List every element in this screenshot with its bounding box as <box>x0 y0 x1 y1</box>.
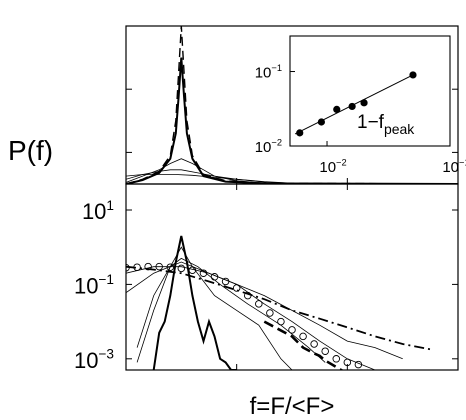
panel-a-series-4-line <box>126 174 458 184</box>
inset: 10−210−110−210−11−fpeak <box>255 35 466 176</box>
inset-x-label-subscript: peak <box>384 121 415 137</box>
inset-data-point <box>348 102 356 111</box>
panel-b-series-7-point <box>155 262 163 271</box>
panel-b-y-tick-label-exponent: −1 <box>98 272 114 287</box>
panel-b-series-1-line <box>136 246 293 370</box>
inset-x-tick-label-exponent: −2 <box>336 158 347 168</box>
panel-b-y-tick-label-base: 10 <box>74 273 98 298</box>
inset-x-label: 1−fpeak <box>357 112 415 137</box>
panel-b-series-7-point <box>232 284 241 292</box>
panel-b-series-7-point <box>166 263 175 271</box>
panel-b-series-7-point <box>199 269 208 277</box>
panel-b-series-7-point <box>133 263 141 271</box>
panel-b-series-7-point <box>266 309 274 317</box>
inset-x-tick-label: 10−1 <box>442 158 466 176</box>
inset-y-tick-label-exponent: −1 <box>271 63 282 73</box>
panel-a-series-1-line <box>126 57 458 184</box>
panel-b-series-6-line <box>263 320 344 370</box>
panel-b-series-7-point <box>277 317 285 326</box>
inset-frame <box>289 35 451 147</box>
panel-a-series-3-line <box>126 169 458 184</box>
panel-b-series-7-point <box>321 347 329 355</box>
panel-b-series-7-point <box>144 262 152 271</box>
inset-y-tick-label: 10−1 <box>255 63 282 81</box>
inset-data-point <box>333 105 341 114</box>
panel-b-y-tick-label: 10−3 <box>74 347 114 373</box>
panel-b-series-7-point <box>354 360 363 369</box>
panel-b-series-7-point <box>310 340 318 348</box>
panel-b-frame <box>125 183 459 371</box>
y-axis-label: P(f) <box>8 135 53 166</box>
panel-b-y-tick-label-base: 10 <box>82 199 106 224</box>
inset-data-point <box>296 129 304 137</box>
inset-data-point <box>317 118 325 126</box>
panel-b-series-7-point <box>188 266 197 275</box>
panel-b-y-tick-label: 10−1 <box>74 272 114 298</box>
panel-b-y-tick-label-exponent: −3 <box>98 347 114 362</box>
panel-b-series-7-point <box>177 264 186 273</box>
panel-b-series-5-line <box>126 265 431 351</box>
panel-b-y-tick-label-base: 10 <box>74 348 98 373</box>
panel-b-series-7-point <box>299 332 307 341</box>
panel-b-series-7-point <box>255 300 263 308</box>
inset-data-point <box>409 71 417 79</box>
panel-b-series-4-line <box>126 266 403 360</box>
inset-y-tick-label-base: 10 <box>255 65 272 82</box>
inset-x-tick-label-base: 10 <box>319 159 336 176</box>
panel-a-series-2-line <box>126 158 458 184</box>
panel-b-series-7-point <box>288 326 296 334</box>
inset-x-tick-label: 10−2 <box>319 158 346 176</box>
inset-y-tick-label: 10−2 <box>255 138 282 156</box>
panel-b-series-7-point <box>210 273 219 281</box>
panel-b-series-0-line <box>152 235 237 370</box>
x-axis-label: f=F/<F> <box>250 393 335 420</box>
inset-data-point <box>360 99 368 107</box>
panel-b-series-7-point <box>243 291 252 300</box>
panel-b-series-7-point <box>221 277 230 286</box>
inset-y-tick-label-exponent: −2 <box>271 138 282 148</box>
inset-x-tick-label-exponent: −1 <box>459 158 466 168</box>
panel-b-y-tick-label: 101 <box>82 198 114 224</box>
panel-b-series-7-point <box>332 355 341 363</box>
panel-b-series-7-point <box>126 264 130 272</box>
panel-b-y-tick-label-exponent: 1 <box>106 198 114 213</box>
panel-b-series-7-point <box>343 358 352 367</box>
panel-b-series-2-line <box>136 257 326 363</box>
inset-y-tick-label-base: 10 <box>255 139 272 156</box>
inset-x-tick-label-base: 10 <box>442 159 459 176</box>
inset-x-label-main: 1−f <box>357 112 385 133</box>
